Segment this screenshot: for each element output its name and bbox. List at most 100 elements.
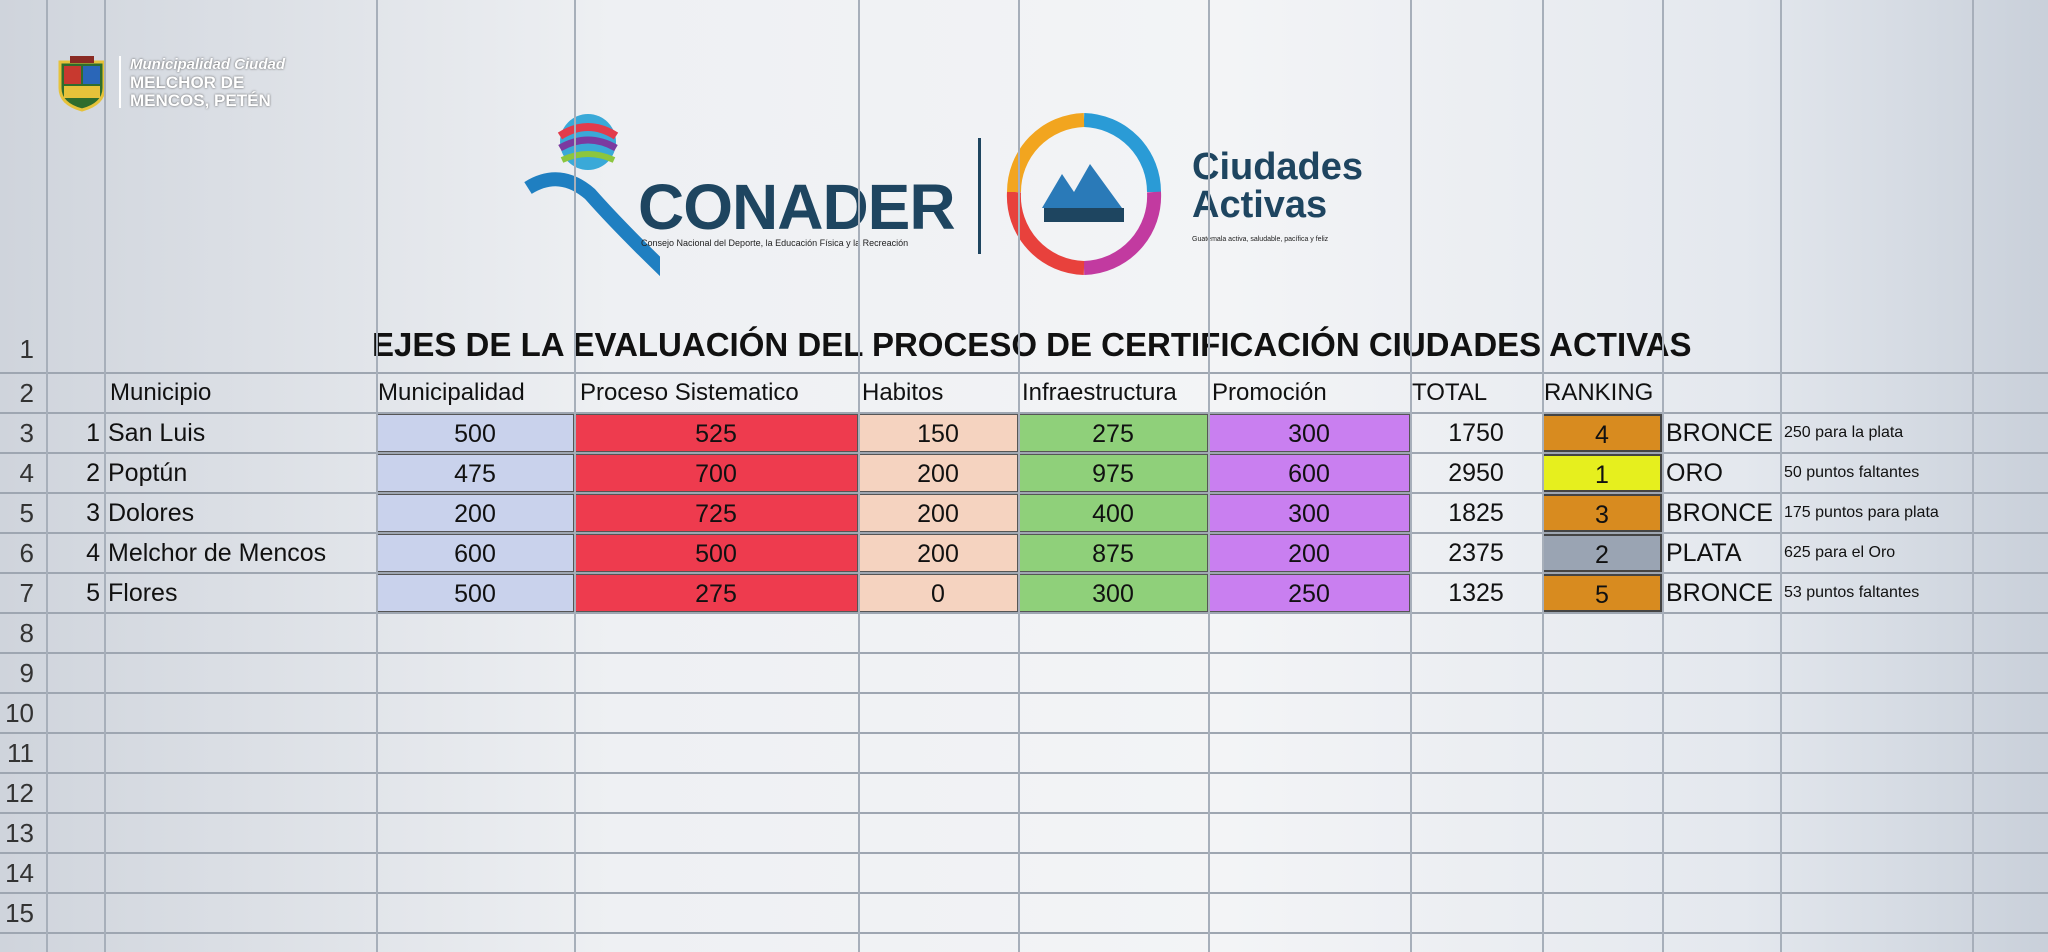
- cell-habitos[interactable]: 0: [858, 574, 1018, 612]
- cell-note[interactable]: 250 para la plata: [1784, 424, 1904, 441]
- cell-municipio[interactable]: Dolores: [108, 499, 195, 527]
- cell-municipalidad[interactable]: 475: [376, 454, 574, 492]
- header-total[interactable]: TOTAL: [1412, 379, 1488, 406]
- cell-medal[interactable]: BRONCE: [1666, 579, 1773, 607]
- cell-ranking[interactable]: 2: [1542, 534, 1662, 572]
- cell-note[interactable]: 50 puntos faltantes: [1784, 464, 1920, 481]
- cell-idx[interactable]: 5: [86, 579, 100, 607]
- grid-column-line: [1208, 0, 1210, 952]
- cell-total[interactable]: 2375: [1448, 539, 1504, 567]
- grid-row-line: [0, 532, 2048, 534]
- row-number[interactable]: 8: [19, 618, 34, 648]
- cell-medal[interactable]: PLATA: [1666, 539, 1742, 567]
- cell-idx[interactable]: 3: [86, 499, 100, 527]
- grid-column-line: [1542, 0, 1544, 952]
- cell-total[interactable]: 2950: [1448, 459, 1504, 487]
- row-number[interactable]: 14: [5, 858, 34, 888]
- grid-column-line: [858, 0, 860, 952]
- grid-row-line: [0, 812, 2048, 814]
- cell-habitos[interactable]: 200: [858, 494, 1018, 532]
- cell-municipalidad[interactable]: 500: [376, 574, 574, 612]
- row-number[interactable]: 9: [19, 658, 34, 688]
- header-infraestructura[interactable]: Infraestructura: [1022, 379, 1177, 406]
- row-number[interactable]: 4: [19, 458, 34, 488]
- cell-promocion[interactable]: 200: [1208, 534, 1410, 572]
- cell-idx[interactable]: 1: [86, 419, 100, 447]
- cell-infraestructura[interactable]: 300: [1018, 574, 1208, 612]
- row-number[interactable]: 2: [19, 378, 34, 408]
- cell-promocion[interactable]: 300: [1208, 494, 1410, 532]
- cell-proceso[interactable]: 725: [574, 494, 858, 532]
- header-habitos[interactable]: Habitos: [862, 379, 944, 406]
- cell-medal[interactable]: BRONCE: [1666, 419, 1773, 447]
- header-proceso[interactable]: Proceso Sistematico: [580, 379, 799, 406]
- cell-infraestructura[interactable]: 875: [1018, 534, 1208, 572]
- cell-municipio[interactable]: Poptún: [108, 459, 188, 487]
- grid-column-line: [1780, 0, 1782, 952]
- row-number[interactable]: 12: [5, 778, 34, 808]
- header-promocion[interactable]: Promoción: [1212, 379, 1327, 406]
- cell-ranking[interactable]: 5: [1542, 574, 1662, 612]
- cell-municipio[interactable]: Flores: [108, 579, 178, 607]
- cell-promocion[interactable]: 300: [1208, 414, 1410, 452]
- cell-idx[interactable]: 2: [86, 459, 100, 487]
- cell-proceso[interactable]: 275: [574, 574, 858, 612]
- cell-ranking[interactable]: 4: [1542, 414, 1662, 452]
- cell-ranking[interactable]: 3: [1542, 494, 1662, 532]
- grid-row-line: [0, 772, 2048, 774]
- cell-medal[interactable]: ORO: [1666, 459, 1723, 487]
- grid-row-line: [0, 852, 2048, 854]
- grid-row-line: [0, 412, 2048, 414]
- cell-infraestructura[interactable]: 400: [1018, 494, 1208, 532]
- municipality-line3: MENCOS, PETÉN: [130, 91, 271, 110]
- row-number[interactable]: 10: [5, 698, 34, 728]
- cell-total[interactable]: 1825: [1448, 499, 1504, 527]
- row-number[interactable]: 1: [19, 334, 34, 364]
- row-number[interactable]: 5: [19, 498, 34, 528]
- cell-idx[interactable]: 4: [86, 539, 100, 567]
- cell-municipio[interactable]: Melchor de Mencos: [108, 539, 327, 567]
- cell-ranking[interactable]: 1: [1542, 454, 1662, 492]
- cell-habitos[interactable]: 200: [858, 534, 1018, 572]
- sheet-title[interactable]: EJES DE LA EVALUACIÓN DEL PROCESO DE CER…: [372, 326, 1692, 363]
- cell-municipio[interactable]: San Luis: [108, 419, 206, 447]
- grid-row-line: [0, 652, 2048, 654]
- cell-proceso[interactable]: 500: [574, 534, 858, 572]
- cell-habitos[interactable]: 200: [858, 454, 1018, 492]
- grid-column-line: [104, 0, 106, 952]
- cell-total[interactable]: 1325: [1448, 579, 1504, 607]
- row-number[interactable]: 3: [19, 418, 34, 448]
- row-number[interactable]: 15: [5, 898, 34, 928]
- cell-municipalidad[interactable]: 500: [376, 414, 574, 452]
- cell-total[interactable]: 1750: [1448, 419, 1504, 447]
- cell-infraestructura[interactable]: 975: [1018, 454, 1208, 492]
- grid-row-line: [0, 892, 2048, 894]
- municipality-name: Municipalidad Ciudad MELCHOR DE MENCOS, …: [130, 56, 285, 110]
- row-number[interactable]: 13: [5, 818, 34, 848]
- municipality-line2: MELCHOR DE: [130, 73, 245, 92]
- logos-divider: [978, 138, 981, 254]
- row-number[interactable]: 6: [19, 538, 34, 568]
- cell-habitos[interactable]: 150: [858, 414, 1018, 452]
- row-number[interactable]: 7: [19, 578, 34, 608]
- cell-municipalidad[interactable]: 200: [376, 494, 574, 532]
- header-ranking[interactable]: RANKING: [1544, 379, 1654, 406]
- cell-note[interactable]: 175 puntos para plata: [1784, 504, 1939, 521]
- grid-column-line: [46, 0, 48, 952]
- cell-promocion[interactable]: 600: [1208, 454, 1410, 492]
- grid-row-line: [0, 732, 2048, 734]
- cell-promocion[interactable]: 250: [1208, 574, 1410, 612]
- cell-infraestructura[interactable]: 275: [1018, 414, 1208, 452]
- cell-proceso[interactable]: 700: [574, 454, 858, 492]
- header-municipalidad[interactable]: Municipalidad: [378, 379, 525, 406]
- cell-medal[interactable]: BRONCE: [1666, 499, 1773, 527]
- cell-note[interactable]: 53 puntos faltantes: [1784, 584, 1920, 601]
- header-municipio[interactable]: Municipio: [110, 379, 212, 406]
- cell-note[interactable]: 625 para el Oro: [1784, 544, 1896, 561]
- cell-municipalidad[interactable]: 600: [376, 534, 574, 572]
- conader-wordmark: CONADER: [638, 171, 956, 243]
- cell-proceso[interactable]: 525: [574, 414, 858, 452]
- logo-divider: [119, 56, 121, 108]
- row-number[interactable]: 11: [7, 738, 34, 768]
- grid-row-line: [0, 372, 2048, 374]
